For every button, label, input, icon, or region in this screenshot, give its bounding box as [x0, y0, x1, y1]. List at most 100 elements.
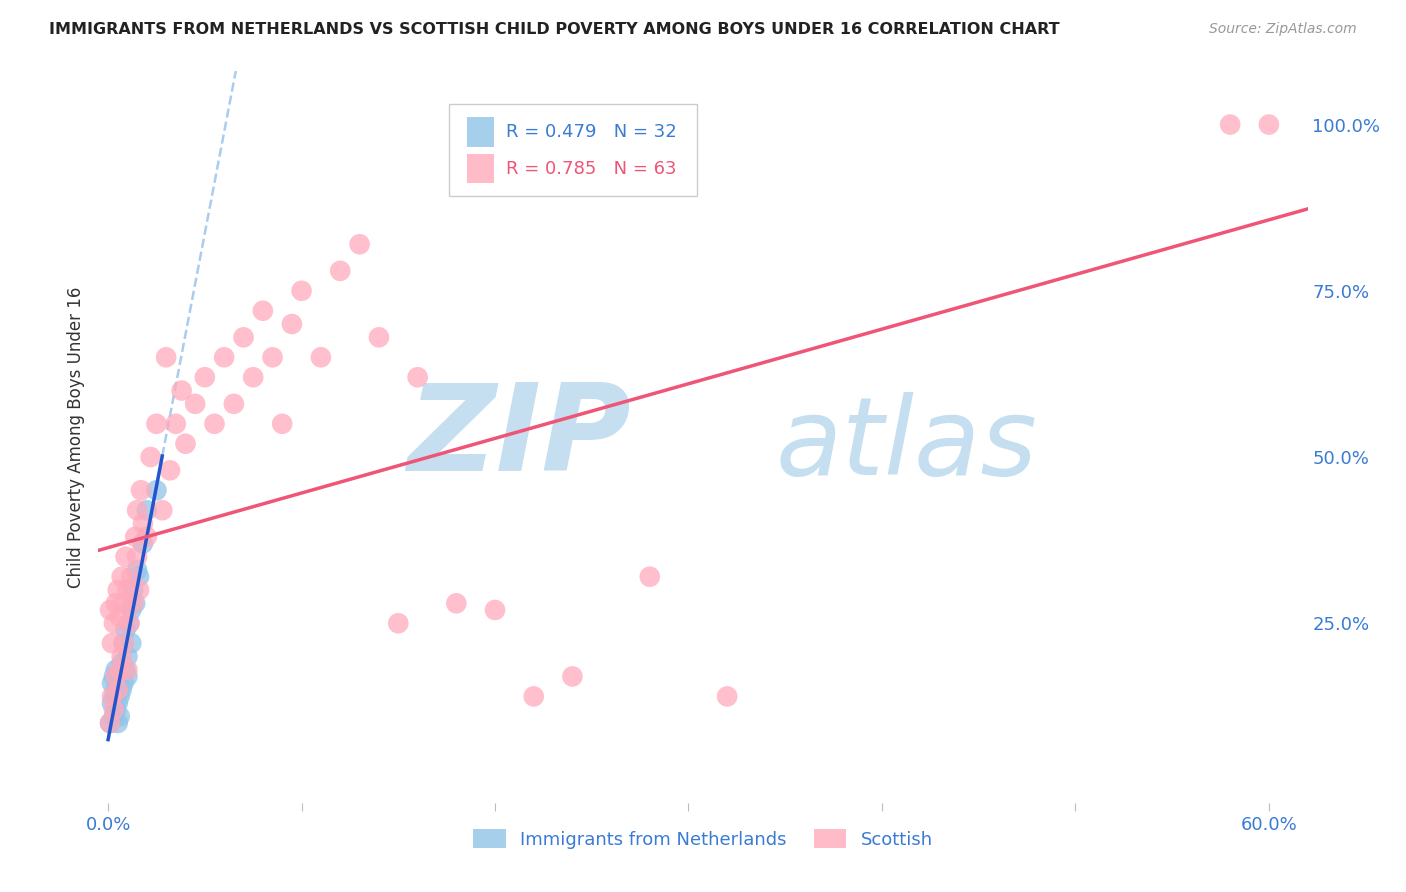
Point [114, 549, 136, 564]
Point [406, 370, 429, 384]
Point [117, 669, 139, 683]
Point [150, 503, 173, 517]
Point [104, 682, 127, 697]
Point [98, 716, 121, 731]
Point [104, 596, 127, 610]
Y-axis label: Child Poverty Among Boys Under 16: Child Poverty Among Boys Under 16 [66, 286, 84, 588]
Point [117, 649, 139, 664]
Point [120, 636, 142, 650]
Point [184, 397, 207, 411]
Point [108, 609, 131, 624]
Point [127, 503, 149, 517]
Point [127, 549, 149, 564]
Point [118, 616, 141, 631]
Point [638, 570, 661, 584]
Text: ZIP: ZIP [406, 378, 630, 496]
Point [120, 603, 142, 617]
Point [104, 663, 127, 677]
Point [135, 503, 157, 517]
Text: R = 0.479   N = 32: R = 0.479 N = 32 [506, 123, 676, 141]
Point [112, 596, 135, 610]
Point [103, 690, 125, 704]
Point [112, 636, 135, 650]
Point [107, 676, 129, 690]
Point [103, 616, 125, 631]
Point [108, 690, 131, 704]
Point [222, 397, 245, 411]
Point [124, 530, 146, 544]
Point [114, 663, 136, 677]
Point [309, 351, 332, 365]
Point [111, 570, 134, 584]
Point [112, 636, 135, 650]
Point [111, 649, 134, 664]
FancyBboxPatch shape [449, 104, 697, 195]
Point [108, 663, 131, 677]
Text: atlas: atlas [776, 392, 1038, 497]
Point [104, 703, 127, 717]
Point [561, 669, 583, 683]
Point [114, 623, 136, 637]
Point [1219, 118, 1241, 132]
Point [174, 436, 197, 450]
Point [101, 636, 124, 650]
Point [281, 317, 304, 331]
Point [132, 516, 155, 531]
Point [135, 530, 157, 544]
Point [155, 351, 177, 365]
Point [132, 536, 155, 550]
Point [523, 690, 546, 704]
Point [107, 696, 129, 710]
Point [127, 563, 149, 577]
Point [103, 669, 125, 683]
Text: R = 0.785   N = 63: R = 0.785 N = 63 [506, 160, 676, 178]
Point [368, 330, 391, 344]
Point [122, 582, 145, 597]
Point [446, 596, 468, 610]
Point [271, 417, 294, 431]
Point [117, 582, 139, 597]
Point [290, 284, 312, 298]
Point [387, 616, 409, 631]
Point [104, 669, 127, 683]
Point [112, 676, 135, 690]
Point [107, 582, 129, 597]
Point [262, 351, 284, 365]
Point [129, 483, 152, 498]
Point [98, 716, 121, 731]
Point [349, 237, 371, 252]
Point [204, 417, 226, 431]
Point [122, 596, 145, 610]
Text: IMMIGRANTS FROM NETHERLANDS VS SCOTTISH CHILD POVERTY AMONG BOYS UNDER 16 CORREL: IMMIGRANTS FROM NETHERLANDS VS SCOTTISH … [49, 22, 1060, 37]
Point [212, 351, 235, 365]
Point [139, 450, 162, 464]
FancyBboxPatch shape [467, 154, 494, 183]
Point [107, 716, 129, 731]
Point [1257, 118, 1279, 132]
Point [242, 370, 264, 384]
Point [145, 483, 167, 498]
Point [108, 709, 131, 723]
Point [252, 303, 274, 318]
Point [118, 616, 141, 631]
Point [103, 703, 125, 717]
Point [103, 709, 125, 723]
Point [194, 370, 217, 384]
Point [124, 596, 146, 610]
Text: Source: ZipAtlas.com: Source: ZipAtlas.com [1209, 22, 1357, 37]
Point [111, 682, 134, 697]
Point [107, 682, 129, 697]
Point [232, 330, 254, 344]
Point [111, 656, 134, 670]
Point [101, 690, 124, 704]
Point [120, 570, 142, 584]
Point [117, 663, 139, 677]
Point [128, 582, 150, 597]
Point [484, 603, 506, 617]
Point [128, 570, 150, 584]
Point [716, 690, 738, 704]
Point [101, 696, 124, 710]
Point [329, 264, 352, 278]
Point [145, 417, 167, 431]
Legend: Immigrants from Netherlands, Scottish: Immigrants from Netherlands, Scottish [465, 822, 941, 856]
